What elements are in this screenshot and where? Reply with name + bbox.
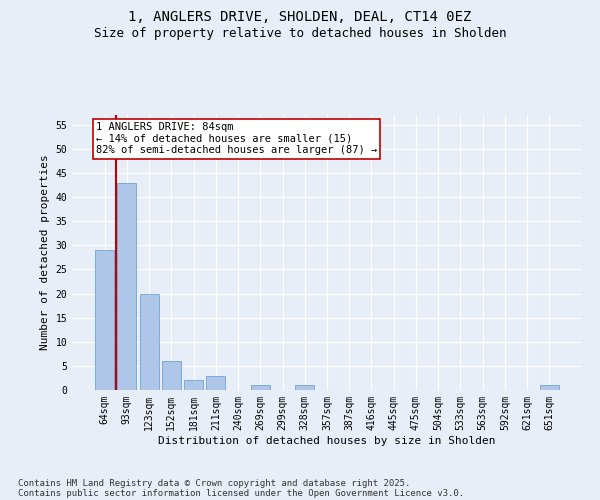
Bar [162, 361, 181, 390]
Bar [118, 182, 136, 390]
Bar [95, 250, 114, 390]
X-axis label: Distribution of detached houses by size in Sholden: Distribution of detached houses by size … [158, 436, 496, 446]
Text: Contains public sector information licensed under the Open Government Licence v3: Contains public sector information licen… [18, 490, 464, 498]
Text: Size of property relative to detached houses in Sholden: Size of property relative to detached ho… [94, 28, 506, 40]
Bar [251, 385, 270, 390]
Bar [295, 385, 314, 390]
Text: Contains HM Land Registry data © Crown copyright and database right 2025.: Contains HM Land Registry data © Crown c… [18, 478, 410, 488]
Text: 1 ANGLERS DRIVE: 84sqm
← 14% of detached houses are smaller (15)
82% of semi-det: 1 ANGLERS DRIVE: 84sqm ← 14% of detached… [96, 122, 377, 156]
Bar [140, 294, 158, 390]
Text: 1, ANGLERS DRIVE, SHOLDEN, DEAL, CT14 0EZ: 1, ANGLERS DRIVE, SHOLDEN, DEAL, CT14 0E… [128, 10, 472, 24]
Bar [184, 380, 203, 390]
Y-axis label: Number of detached properties: Number of detached properties [40, 154, 50, 350]
Bar [206, 376, 225, 390]
Bar [540, 385, 559, 390]
